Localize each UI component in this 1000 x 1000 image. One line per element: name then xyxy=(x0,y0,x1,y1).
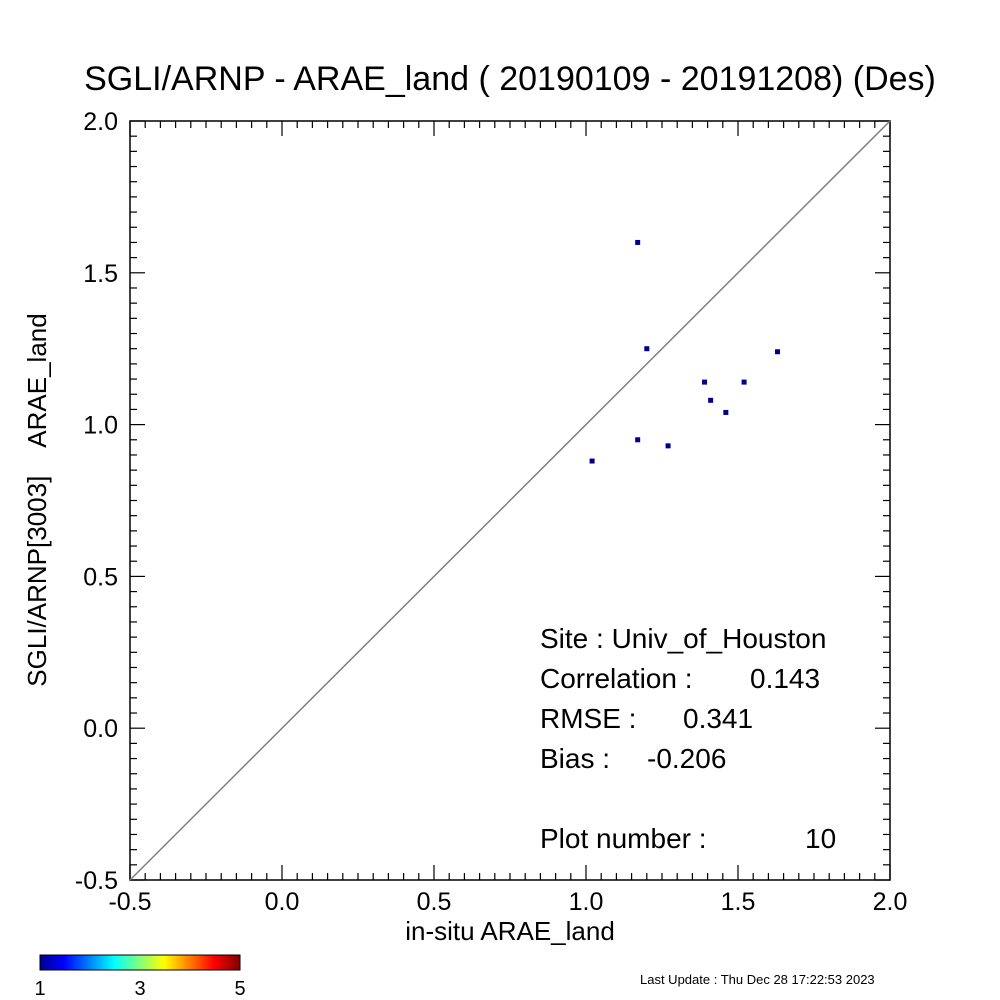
data-point xyxy=(635,239,641,245)
stats-site: Site : Univ_of_Houston xyxy=(540,623,826,654)
colorbar xyxy=(39,954,241,971)
stats-rmse-label: RMSE : xyxy=(540,703,636,734)
last-update-text: Last Update : Thu Dec 28 17:22:53 2023 xyxy=(640,972,875,987)
stats-bias-label: Bias : xyxy=(540,743,610,774)
y-tick-label: -0.5 xyxy=(75,867,118,895)
stats-correlation-value: 0.143 xyxy=(750,663,820,694)
y-tick-label: 0.5 xyxy=(83,563,118,591)
y-tick-label: 2.0 xyxy=(83,108,118,136)
data-point xyxy=(702,379,708,385)
stats-plot-number-value: 10 xyxy=(805,823,836,854)
y-axis-label-line-2: ARAE_land xyxy=(22,313,52,447)
y-axis-label: SGLI/ARNP[3003] ARAE_land xyxy=(22,313,52,686)
data-points xyxy=(589,239,781,464)
y-axis-label-line-1: SGLI/ARNP[3003] xyxy=(22,476,52,687)
x-tick-label: 2.0 xyxy=(873,888,908,916)
x-tick-label: 0.0 xyxy=(265,888,300,916)
data-point xyxy=(635,437,641,443)
axis-tick-labels: -0.5 0.0 0.5 1.0 1.5 2.0 -0.5 0.0 0.5 1.0 1.5 2.0 xyxy=(75,108,907,916)
x-tick-label: 0.5 xyxy=(417,888,452,916)
data-point xyxy=(708,397,714,403)
y-tick-label: 0.0 xyxy=(83,715,118,743)
x-tick-label: 1.5 xyxy=(721,888,756,916)
axis-ticks xyxy=(129,120,891,881)
y-tick-label: 1.5 xyxy=(83,260,118,288)
data-point xyxy=(723,409,729,415)
chart-title: SGLI/ARNP - ARAE_land ( 20190109 - 20191… xyxy=(84,60,936,98)
stats-bias-value: -0.206 xyxy=(647,743,726,774)
colorbar-tick-label: 5 xyxy=(234,978,245,1000)
stats-panel: Site : Univ_of_Houston Correlation : 0.1… xyxy=(540,623,836,854)
data-point xyxy=(665,443,671,449)
stats-plot-number-label: Plot number : xyxy=(540,823,707,854)
data-point xyxy=(741,379,747,385)
data-point xyxy=(644,346,650,352)
x-tick-label: -0.5 xyxy=(108,888,151,916)
data-point xyxy=(589,458,595,464)
one-to-one-line xyxy=(129,120,891,881)
data-point xyxy=(775,349,781,355)
colorbar-tick-label: 1 xyxy=(34,978,45,1000)
stats-correlation-label: Correlation : xyxy=(540,663,693,694)
x-axis-label: in-situ ARAE_land xyxy=(405,916,615,946)
x-tick-label: 1.0 xyxy=(569,888,604,916)
colorbar-tick-label: 3 xyxy=(134,978,145,1000)
stats-rmse-value: 0.341 xyxy=(683,703,753,734)
y-tick-label: 1.0 xyxy=(83,412,118,440)
